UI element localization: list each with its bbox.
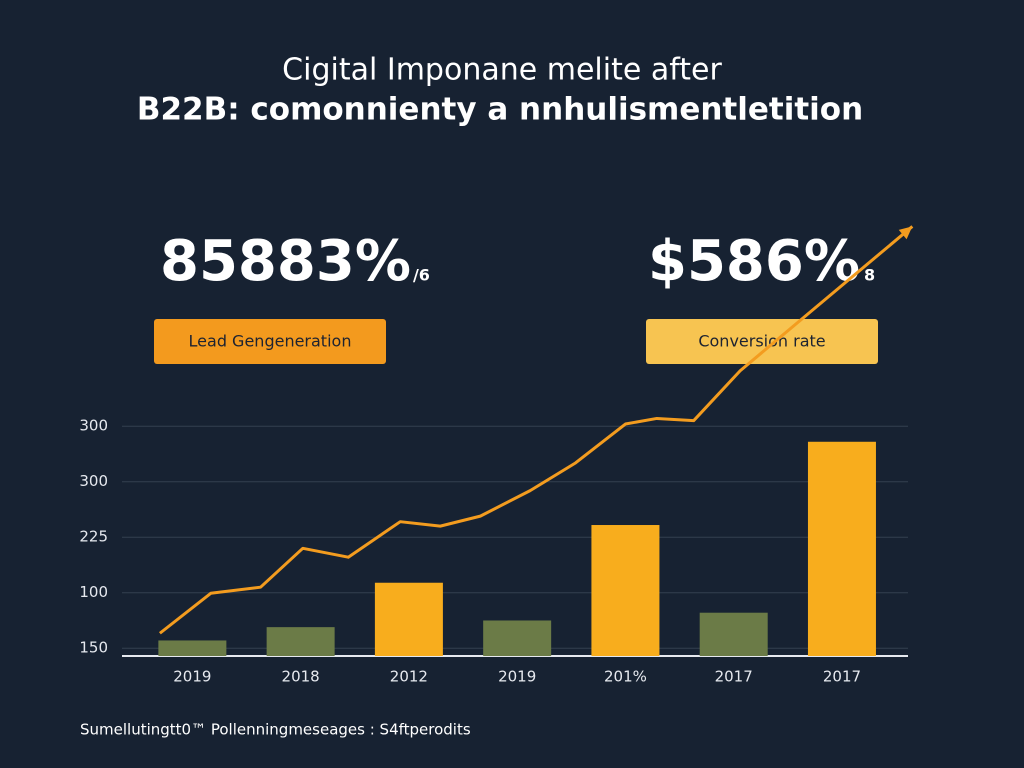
x-tick-label: 2017 <box>715 668 753 686</box>
stat-suffix: /6 <box>413 266 430 285</box>
chart-subtitle: B22B: comonnienty a nnhulismentletition <box>137 92 863 128</box>
trend-arrow <box>898 226 913 240</box>
bar <box>807 441 876 656</box>
chart-title: Cigital Imponane melite after <box>282 53 722 88</box>
bar <box>374 582 443 656</box>
stat-label: Conversion rate <box>698 332 825 351</box>
bar <box>266 627 335 656</box>
y-tick-label: 100 <box>79 583 108 601</box>
x-tick-label: 2018 <box>282 668 320 686</box>
bar <box>158 640 227 656</box>
y-tick-label: 300 <box>79 472 108 490</box>
bar <box>483 620 552 656</box>
stat-label: Lead Gengeneration <box>189 332 352 351</box>
stat-value: 85883% <box>160 229 411 294</box>
footer: Sumellutingtt0™ Pollenningmeseages : S4f… <box>80 721 471 739</box>
y-tick-label: 150 <box>79 639 108 657</box>
bar <box>591 525 660 656</box>
trend-line <box>158 225 914 635</box>
bar <box>699 612 768 656</box>
x-tick-label: 2017 <box>823 668 861 686</box>
x-tick-label: 2019 <box>173 668 211 686</box>
y-tick-label: 225 <box>79 528 108 546</box>
stat-badge <box>154 319 386 364</box>
x-tick-label: 2019 <box>498 668 536 686</box>
y-tick-label: 300 <box>79 417 108 435</box>
stat-suffix: 8 <box>864 266 875 285</box>
x-tick-label: 201% <box>604 668 647 686</box>
stat-badge <box>646 319 878 364</box>
stat-value: $586% <box>648 229 860 294</box>
x-tick-label: 2012 <box>390 668 428 686</box>
